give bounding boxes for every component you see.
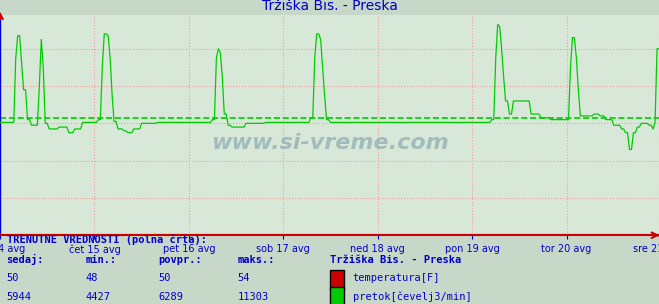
FancyBboxPatch shape xyxy=(330,287,344,304)
Text: 50: 50 xyxy=(158,273,171,283)
Text: 50: 50 xyxy=(7,273,19,283)
Text: 6289: 6289 xyxy=(158,292,183,302)
Text: www.si-vreme.com: www.si-vreme.com xyxy=(211,133,448,153)
Text: maks.:: maks.: xyxy=(237,255,275,265)
Text: temperatura[F]: temperatura[F] xyxy=(353,273,440,283)
Text: min.:: min.: xyxy=(86,255,117,265)
Text: Tržiška Bis. - Preska: Tržiška Bis. - Preska xyxy=(330,255,461,265)
Text: 5944: 5944 xyxy=(7,292,32,302)
Text: 48: 48 xyxy=(86,273,98,283)
Text: 54: 54 xyxy=(237,273,250,283)
FancyBboxPatch shape xyxy=(330,270,344,290)
Text: TRENUTNE VREDNOSTI (polna črta):: TRENUTNE VREDNOSTI (polna črta): xyxy=(7,235,206,246)
Text: sedaj:: sedaj: xyxy=(7,254,44,265)
Text: pretok[čevelj3/min]: pretok[čevelj3/min] xyxy=(353,291,471,302)
Text: povpr.:: povpr.: xyxy=(158,255,202,265)
Text: 11303: 11303 xyxy=(237,292,268,302)
Text: 4427: 4427 xyxy=(86,292,111,302)
Title: Tržiška Bis. - Preska: Tržiška Bis. - Preska xyxy=(262,0,397,13)
